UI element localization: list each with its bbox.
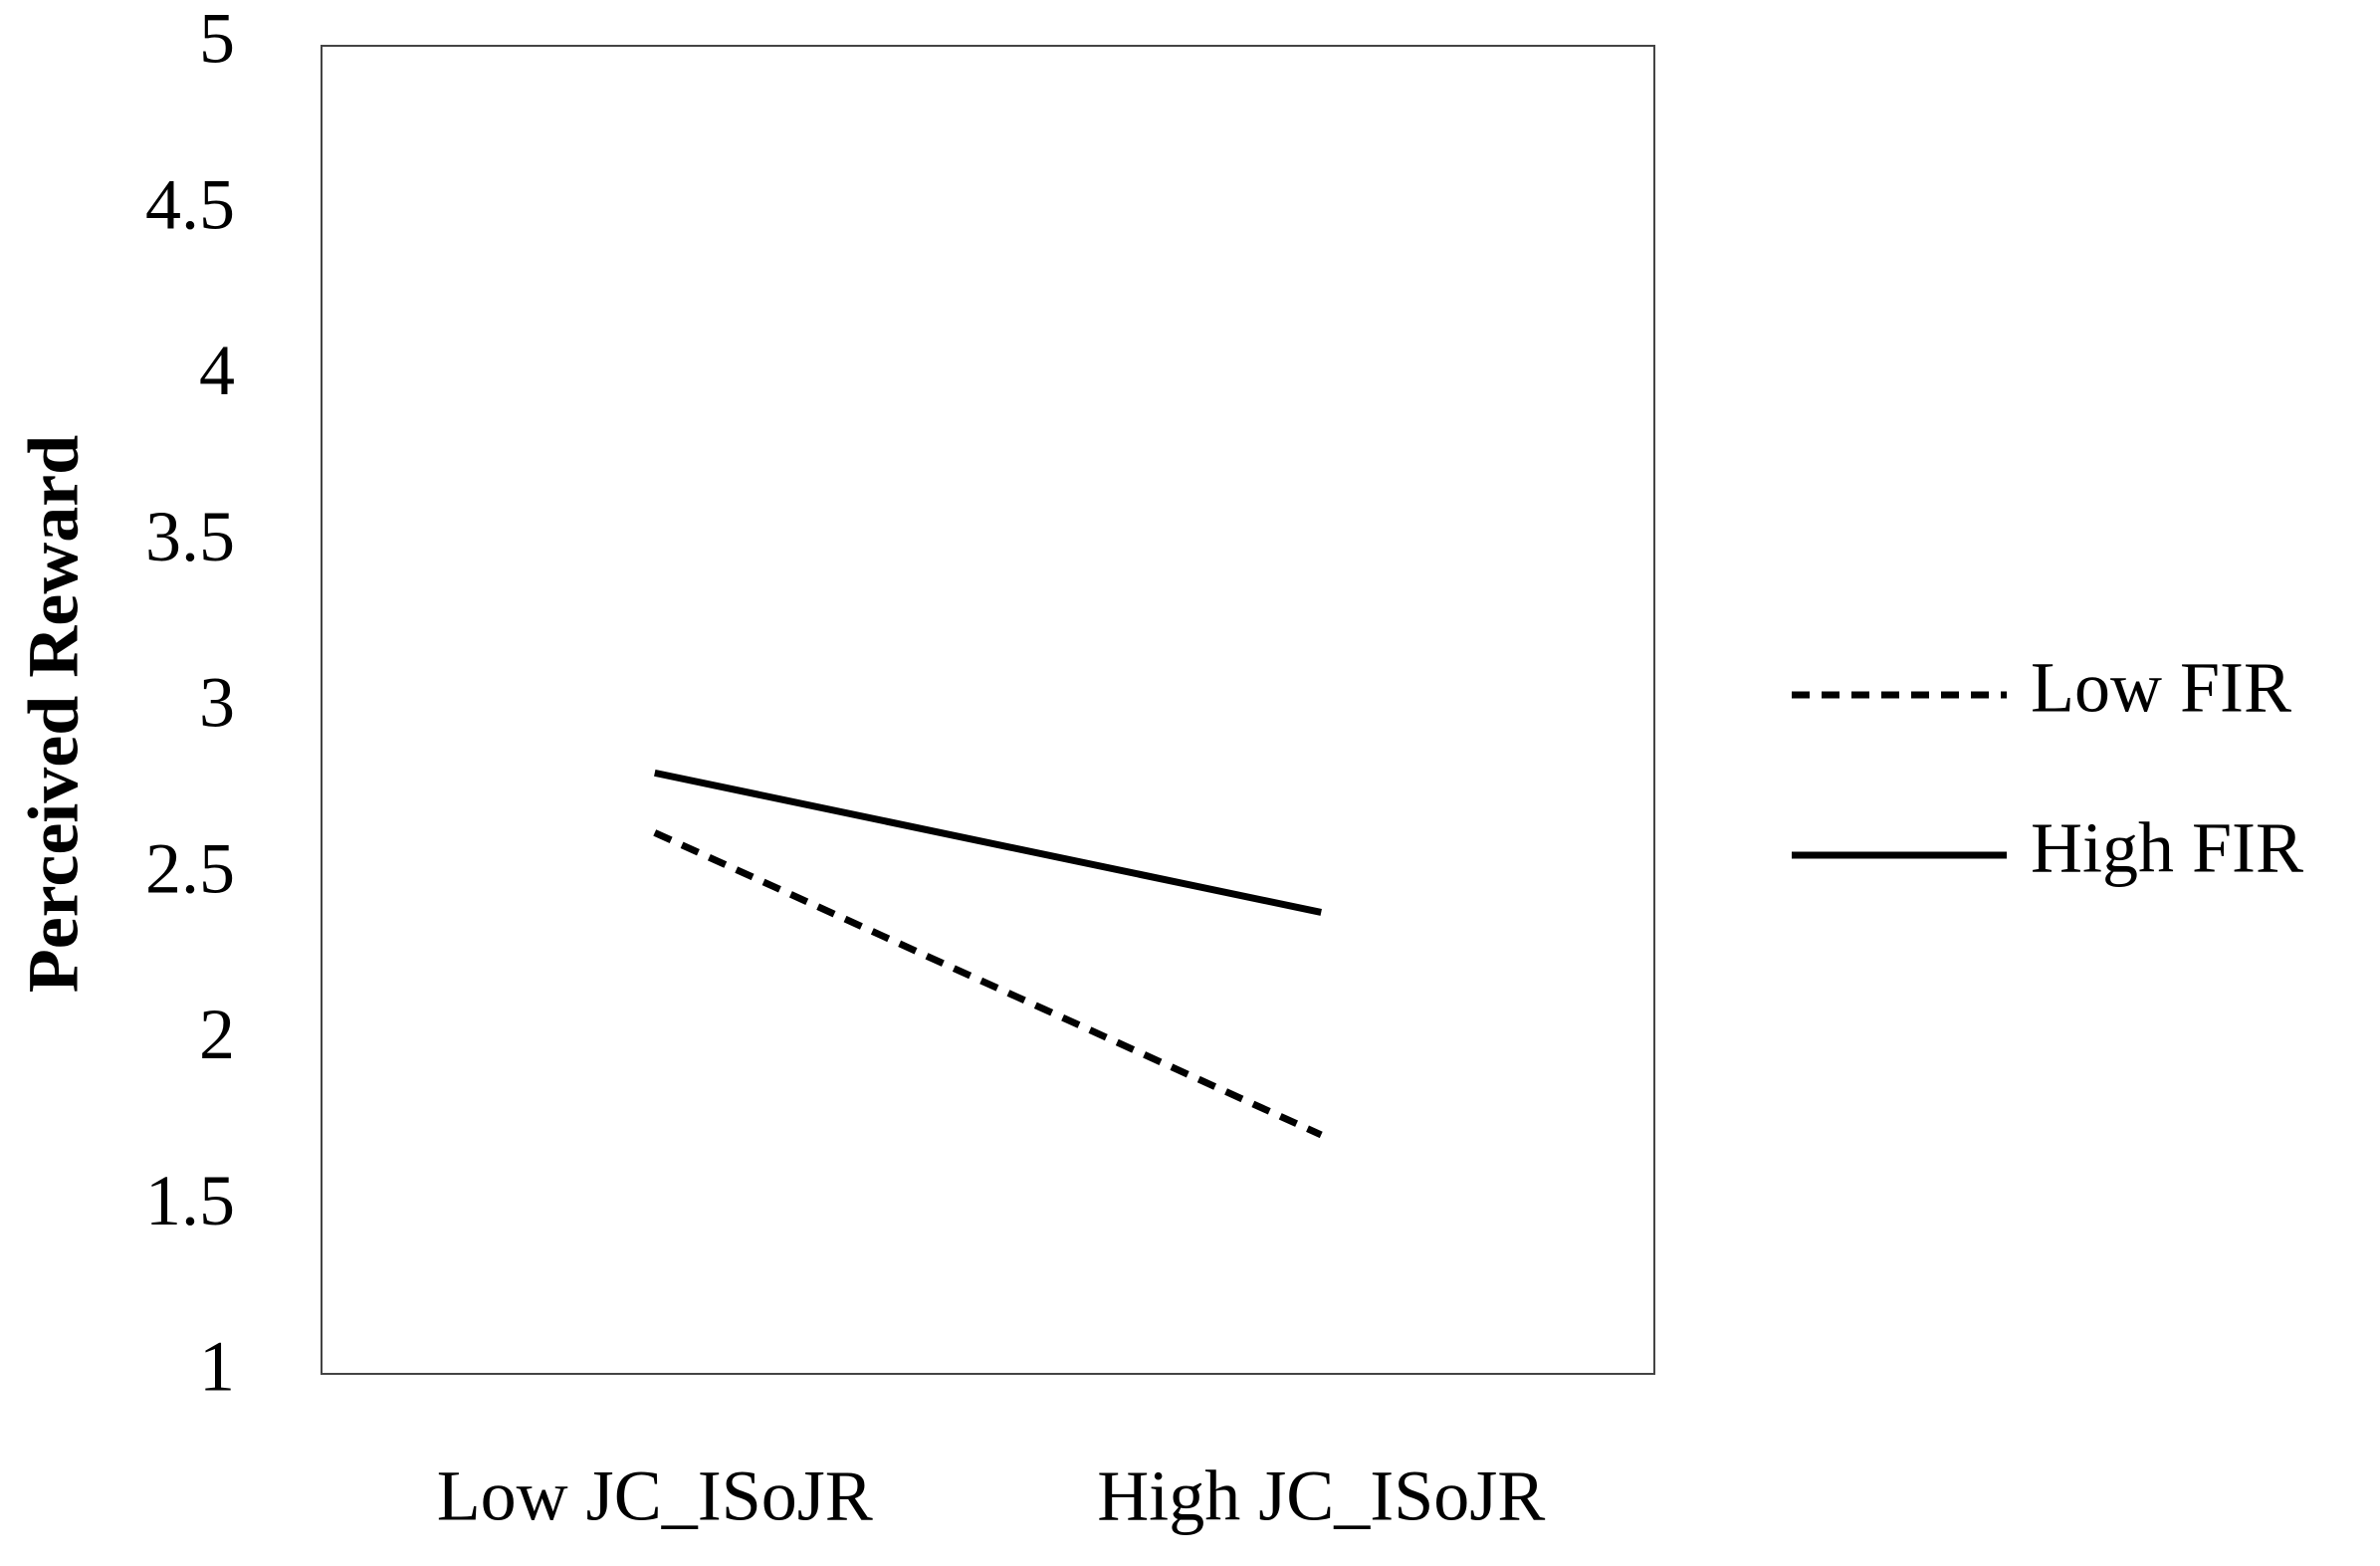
plot-frame: [321, 45, 1655, 1375]
y-tick-label: 2.5: [145, 828, 235, 908]
y-tick-label: 3: [199, 663, 235, 743]
y-tick-label: 3.5: [145, 497, 235, 576]
data-line: [654, 769, 1322, 916]
data-line: [653, 829, 1323, 1139]
legend-label: High FIR: [2031, 808, 2303, 888]
x-tick-label: Low JC_ISoJR: [437, 1456, 873, 1536]
x-tick-label: High JC_ISoJR: [1097, 1456, 1545, 1536]
legend-label: Low FIR: [2031, 648, 2291, 728]
y-axis-label: Perceived Reward: [14, 435, 94, 993]
y-tick-label: 4.5: [145, 164, 235, 244]
y-tick-label: 5: [199, 0, 235, 79]
y-tick-label: 1: [199, 1327, 235, 1407]
y-tick-label: 4: [199, 331, 235, 410]
y-tick-label: 1.5: [145, 1161, 235, 1240]
y-tick-label: 2: [199, 995, 235, 1074]
